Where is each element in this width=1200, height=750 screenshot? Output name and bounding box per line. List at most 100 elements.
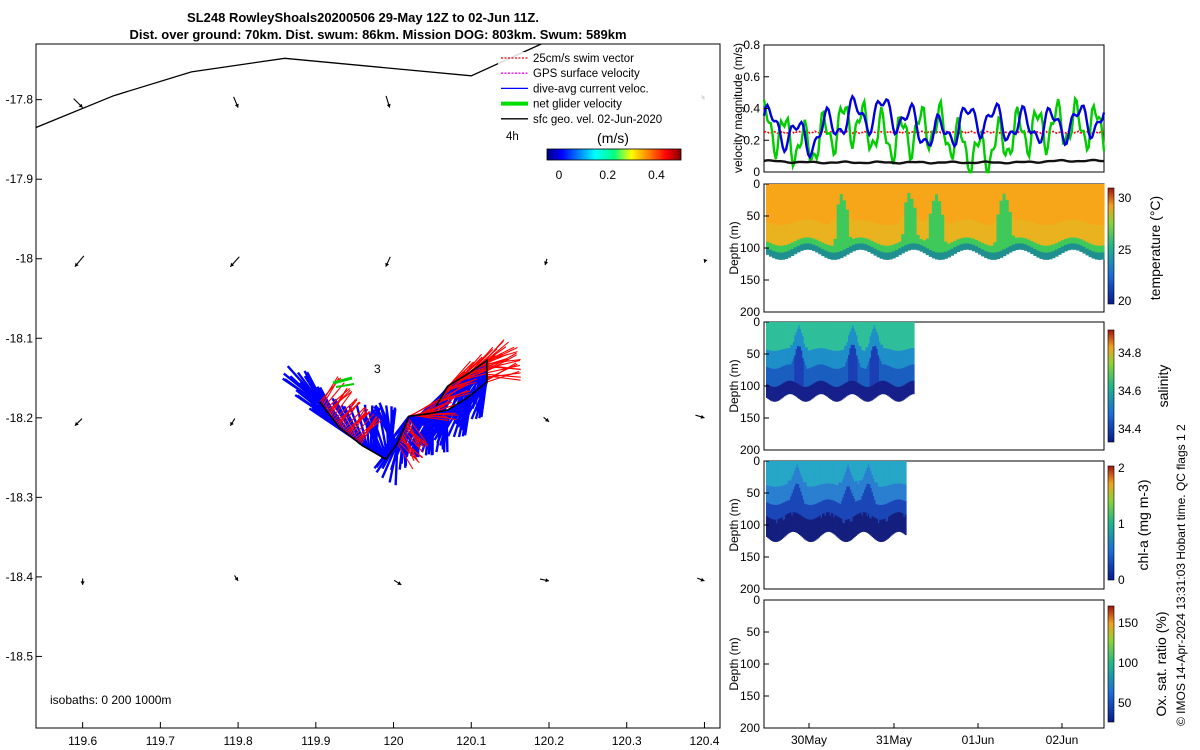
temperature-cell — [876, 227, 881, 231]
temperature-cell — [1094, 221, 1099, 226]
salinity-cell — [850, 361, 853, 365]
temperature-cell — [919, 217, 924, 222]
temperature-cell — [830, 184, 835, 188]
temperature-cell — [799, 187, 804, 191]
temperature-cell — [941, 242, 945, 246]
temperature-cell — [928, 233, 933, 238]
temperature-cell — [1057, 219, 1062, 223]
salinity-cell — [817, 391, 820, 395]
salinity-cell — [870, 392, 873, 397]
salinity-cell — [844, 332, 846, 337]
temperature-cell — [799, 232, 804, 236]
salinity-cell — [776, 325, 779, 330]
salinity-cell — [794, 332, 797, 336]
salinity-cell — [766, 342, 768, 347]
temperature-cell — [858, 195, 862, 200]
salinity-cell — [795, 393, 798, 397]
salinity-cell — [782, 373, 785, 377]
temperature-cell — [882, 187, 887, 192]
salinity-cell — [854, 361, 857, 366]
temperature-cell — [1008, 199, 1013, 203]
temperature-cell — [833, 184, 838, 188]
temperature-cell — [775, 197, 779, 202]
salinity-cell — [788, 367, 791, 372]
temperature-cell — [928, 184, 933, 188]
salinity-cell — [874, 386, 877, 391]
salinity-cell — [803, 386, 806, 391]
temperature-cell — [1094, 252, 1099, 257]
velocity-axes-box — [763, 44, 1105, 173]
temperature-cell — [1045, 225, 1050, 230]
temperature-cell — [1054, 216, 1059, 221]
salinity-cell — [774, 340, 777, 345]
salinity-cell — [833, 379, 836, 384]
temperature-cell — [1094, 211, 1099, 216]
temperature-cell — [1005, 225, 1010, 229]
temperature-cell — [1094, 207, 1099, 212]
salinity-cell — [848, 368, 851, 372]
salinity-cell — [799, 329, 802, 333]
temperature-cell — [987, 190, 991, 195]
salinity-cell — [819, 367, 822, 372]
salinity-cell — [825, 348, 828, 353]
salinity-cell — [788, 380, 791, 385]
salinity-cell — [868, 375, 871, 380]
salinity-cell — [876, 379, 879, 384]
salinity-cell — [840, 396, 842, 401]
temperature-cell — [935, 204, 939, 209]
salinity-cell — [856, 332, 859, 336]
temperature-cell — [855, 225, 859, 230]
temperature-cell — [1033, 216, 1037, 221]
salinity-cell — [842, 391, 845, 396]
temperature-cell — [907, 196, 912, 200]
salinity-cell — [853, 387, 856, 392]
salinity-cell — [770, 396, 772, 401]
salinity-cell — [887, 332, 890, 336]
salinity-cell — [811, 325, 814, 330]
salinity-cell — [790, 331, 793, 336]
temperature-cell — [1082, 250, 1087, 254]
salinity-cell — [866, 332, 869, 337]
salinity-cell — [806, 357, 809, 362]
temperature-cell — [1073, 246, 1077, 250]
salinity-cell — [822, 364, 825, 369]
salinity-cell — [831, 343, 834, 348]
temperature-cell — [1088, 236, 1093, 241]
salinity-cell — [857, 386, 860, 391]
salinity-cell — [831, 329, 834, 334]
temperature-cell — [781, 201, 786, 205]
temperature-cell — [1027, 248, 1031, 253]
salinity-cell — [854, 355, 857, 359]
salinity-cell — [857, 345, 860, 350]
salinity-cell — [842, 349, 845, 354]
temperature-cell — [1064, 193, 1068, 197]
salinity-cell — [845, 375, 848, 380]
temperature-cell — [956, 220, 961, 225]
salinity-cell — [852, 367, 855, 372]
salinity-cell — [805, 347, 807, 352]
temperature-cell — [913, 210, 918, 215]
salinity-cell — [840, 389, 842, 394]
salinity-cell — [796, 366, 799, 371]
temperature-cell — [802, 201, 807, 206]
temperature-cell — [766, 216, 770, 220]
temperature-cell — [1045, 187, 1050, 192]
salinity-cell — [834, 397, 837, 402]
salinity-cell — [767, 370, 770, 375]
temperature-cell — [790, 187, 795, 191]
salinity-cell — [810, 395, 813, 400]
salinity-cell — [877, 341, 880, 346]
salinity-cell — [768, 388, 771, 393]
temperature-cell — [870, 250, 875, 254]
salinity-cell — [883, 354, 885, 359]
temperature-cell — [772, 237, 776, 242]
salinity-cell — [770, 378, 772, 383]
salinity-cell — [821, 351, 824, 356]
salinity-cell — [852, 344, 855, 349]
salinity-cell — [825, 378, 828, 383]
temperature-cell — [901, 234, 905, 238]
salinity-cell — [779, 385, 782, 389]
temperature-cell — [935, 228, 939, 233]
salinity-cell — [775, 322, 778, 326]
temperature-cell — [876, 250, 881, 255]
